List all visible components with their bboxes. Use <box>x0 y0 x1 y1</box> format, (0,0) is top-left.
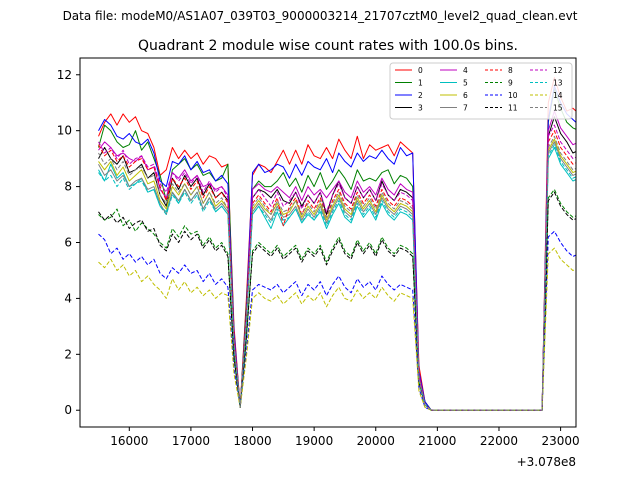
x-tick-label: 16000 <box>110 434 148 448</box>
legend-label-3: 3 <box>418 104 423 113</box>
series-line-9 <box>98 188 576 411</box>
x-tick-label: 18000 <box>233 434 271 448</box>
legend-label-15: 15 <box>553 104 563 113</box>
legend-label-1: 1 <box>418 79 423 88</box>
x-tick-label: 17000 <box>172 434 210 448</box>
series-line-6 <box>98 138 576 411</box>
series-line-10 <box>98 230 576 411</box>
y-tick-label: 4 <box>64 291 72 305</box>
y-tick-label: 10 <box>57 124 72 138</box>
legend-label-9: 9 <box>508 79 513 88</box>
y-tick-label: 12 <box>57 68 72 82</box>
plot-area <box>79 57 577 428</box>
figure-suptitle: Data file: modeM0/AS1A07_039T03_90000032… <box>63 9 578 23</box>
legend-label-11: 11 <box>508 104 518 113</box>
series-line-12 <box>98 124 576 411</box>
series-line-13 <box>98 144 576 411</box>
x-tick-label: 22000 <box>480 434 518 448</box>
legend-label-0: 0 <box>418 66 423 75</box>
series-line-14 <box>98 247 576 411</box>
chart-title: Quadrant 2 module wise count rates with … <box>138 38 518 54</box>
legend-label-10: 10 <box>508 91 518 100</box>
x-tick-label: 19000 <box>295 434 333 448</box>
x-tick-label: 21000 <box>418 434 456 448</box>
x-offset-label: +3.078e8 <box>517 455 576 469</box>
legend-label-13: 13 <box>553 79 563 88</box>
x-axis: 16000 17000 18000 19000 20000 21000 22000 23000 <box>110 427 580 448</box>
y-tick-label: 2 <box>64 347 72 361</box>
series-line-0 <box>98 77 576 411</box>
y-tick-label: 8 <box>64 180 72 194</box>
series-line-1 <box>98 88 576 411</box>
legend-label-7: 7 <box>463 104 468 113</box>
y-tick-label: 6 <box>64 236 72 250</box>
series-line-3 <box>98 116 576 411</box>
series-line-11 <box>98 191 576 411</box>
x-tick-label: 20000 <box>357 434 395 448</box>
x-tick-label: 23000 <box>542 434 580 448</box>
legend-label-12: 12 <box>553 66 563 75</box>
series-line-4 <box>98 110 576 411</box>
series-line-2 <box>98 85 576 411</box>
legend-box <box>389 62 573 120</box>
legend-label-5: 5 <box>463 79 468 88</box>
legend-label-6: 6 <box>463 91 468 100</box>
legend-label-4: 4 <box>463 66 468 75</box>
series-line-7 <box>98 141 576 411</box>
legend-label-14: 14 <box>553 91 563 100</box>
series-group <box>98 77 576 411</box>
series-line-8 <box>98 130 576 411</box>
y-axis: 0 2 4 6 8 10 12 <box>57 68 80 417</box>
y-tick-label: 0 <box>64 403 72 417</box>
legend-label-2: 2 <box>418 91 423 100</box>
legend-label-8: 8 <box>508 66 513 75</box>
